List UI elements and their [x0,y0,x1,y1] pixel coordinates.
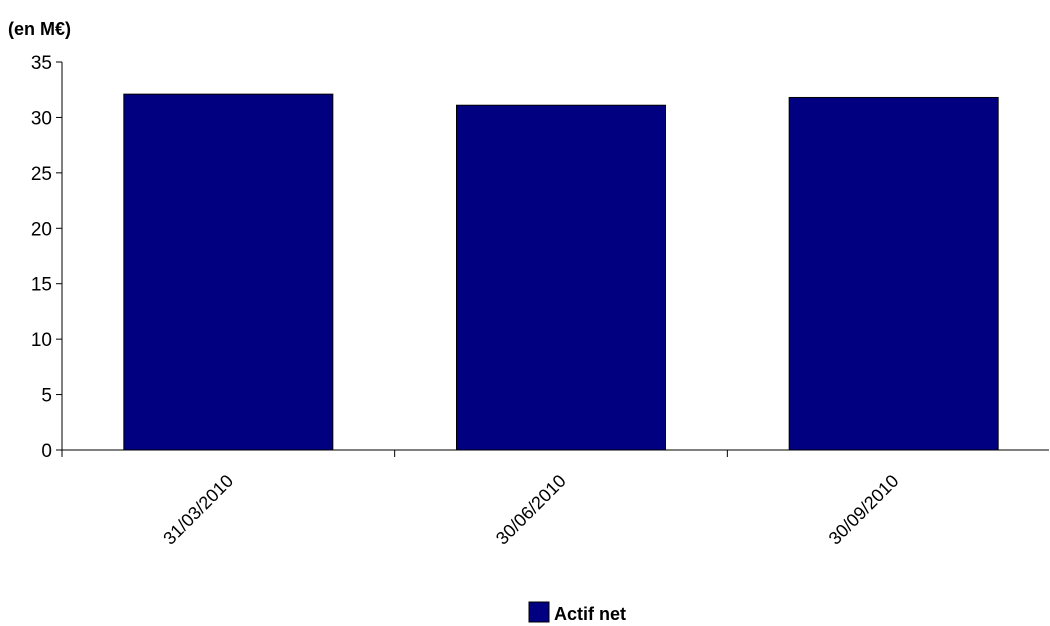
bar-31-03-2010 [123,93,334,451]
y-tick-label: 10 [31,330,52,351]
y-tick-label: 0 [41,441,52,462]
y-tick-label: 20 [31,219,52,240]
legend-label-actif-net: Actif net [554,604,626,624]
x-axis [61,449,1049,457]
y-axis: 0 5 10 15 20 25 30 35 [31,53,63,462]
bars [123,93,999,451]
y-tick-label: 35 [31,53,52,74]
bar-30-09-2010 [788,96,999,451]
legend: Actif net [528,601,626,624]
x-tick-label: 31/03/2010 [159,471,237,549]
x-tick-label: 30/06/2010 [492,471,570,549]
bar-30-06-2010 [456,104,666,451]
x-tick-labels: 31/03/2010 30/06/2010 30/09/2010 [159,471,902,549]
y-axis-unit-label: (en M€) [8,19,71,39]
y-tick-label: 25 [31,164,52,185]
x-tick-label: 30/09/2010 [825,471,903,549]
y-tick-label: 30 [31,108,52,129]
y-tick-label: 5 [41,386,52,407]
y-tick-label: 15 [31,275,52,296]
legend-swatch-actif-net [528,601,550,623]
